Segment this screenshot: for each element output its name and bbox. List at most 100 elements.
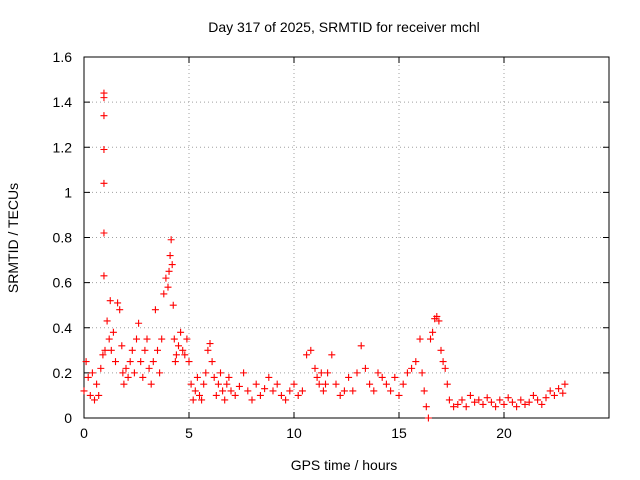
points-layer [80, 89, 569, 422]
data-point [105, 335, 113, 343]
data-point [141, 346, 149, 354]
data-point [244, 387, 252, 395]
data-point [200, 380, 208, 388]
data-point [445, 396, 453, 404]
data-point [154, 346, 161, 354]
data-point [427, 335, 434, 343]
data-point [100, 272, 108, 280]
data-point [416, 335, 424, 343]
data-point [177, 328, 185, 336]
data-point [534, 396, 542, 404]
data-point [187, 380, 195, 388]
data-point [139, 373, 147, 381]
y-tick-label: 1.2 [53, 139, 73, 155]
data-point [395, 391, 403, 399]
data-point [217, 369, 224, 377]
data-point [162, 274, 170, 282]
data-point [149, 358, 157, 366]
data-point [429, 328, 437, 336]
data-point [128, 346, 136, 354]
data-point [336, 391, 344, 399]
data-point [424, 414, 432, 422]
data-point [513, 403, 521, 411]
data-point [120, 380, 128, 388]
data-point [387, 387, 395, 395]
data-point [88, 369, 96, 377]
data-point [171, 358, 179, 366]
data-point [227, 387, 235, 395]
data-point [315, 380, 323, 388]
data-point [546, 387, 554, 395]
data-point [399, 380, 407, 388]
data-point [179, 346, 187, 354]
data-point [345, 373, 353, 381]
data-point [559, 389, 567, 397]
data-point [212, 391, 220, 399]
data-point [294, 391, 302, 399]
data-point [118, 342, 126, 350]
data-point [504, 394, 512, 402]
data-point [332, 380, 340, 388]
label-layer: 0 5 10 15 20 0 0.2 0.4 0.6 0.8 1 1.2 1.4 1.6 [53, 49, 512, 441]
data-point [106, 297, 114, 305]
data-point [145, 364, 153, 372]
data-point [357, 342, 365, 350]
data-point [542, 394, 550, 402]
data-point [167, 236, 175, 244]
data-point [170, 335, 178, 343]
data-point [378, 373, 386, 381]
y-tick-label: 0 [64, 410, 72, 426]
data-point [282, 396, 290, 404]
data-point [84, 373, 92, 381]
data-point [483, 394, 491, 402]
data-point [538, 400, 546, 408]
data-point [191, 387, 199, 395]
data-point [252, 380, 260, 388]
data-point [322, 380, 329, 388]
data-point [185, 358, 193, 366]
data-point [370, 387, 378, 395]
data-point [135, 319, 143, 327]
data-point [160, 290, 168, 298]
data-point [328, 351, 336, 359]
data-point [462, 403, 470, 411]
data-point [286, 387, 294, 395]
data-point [487, 398, 495, 406]
data-point [101, 346, 109, 354]
data-point [248, 396, 256, 404]
data-point [500, 400, 508, 408]
data-point [151, 306, 159, 314]
y-axis-label: SRMTID / TECUs [5, 183, 21, 293]
data-point [265, 373, 273, 381]
chart-title: Day 317 of 2025, SRMTID for receiver mch… [208, 19, 480, 35]
x-tick-label: 5 [185, 425, 193, 441]
data-point [311, 364, 319, 372]
x-tick-label: 15 [391, 425, 407, 441]
data-point [418, 369, 426, 377]
x-axis-label: GPS time / hours [291, 457, 398, 473]
data-point [454, 400, 462, 408]
data-point [100, 146, 108, 154]
data-point [235, 382, 243, 390]
data-point [202, 369, 210, 377]
data-point [100, 179, 108, 187]
data-point [133, 335, 140, 343]
data-point [382, 380, 390, 388]
data-point [137, 358, 145, 366]
data-point [91, 396, 98, 404]
data-point [100, 89, 108, 97]
data-point [340, 387, 348, 395]
data-point [437, 346, 445, 354]
data-point [492, 403, 500, 411]
data-point [225, 373, 233, 381]
data-point [466, 391, 474, 399]
data-point [116, 306, 124, 314]
data-point [196, 391, 203, 399]
data-point [307, 346, 315, 354]
x-tick-label: 0 [80, 425, 88, 441]
data-point [496, 396, 504, 404]
data-point [221, 396, 229, 404]
data-point [175, 342, 182, 350]
data-point [277, 391, 285, 399]
